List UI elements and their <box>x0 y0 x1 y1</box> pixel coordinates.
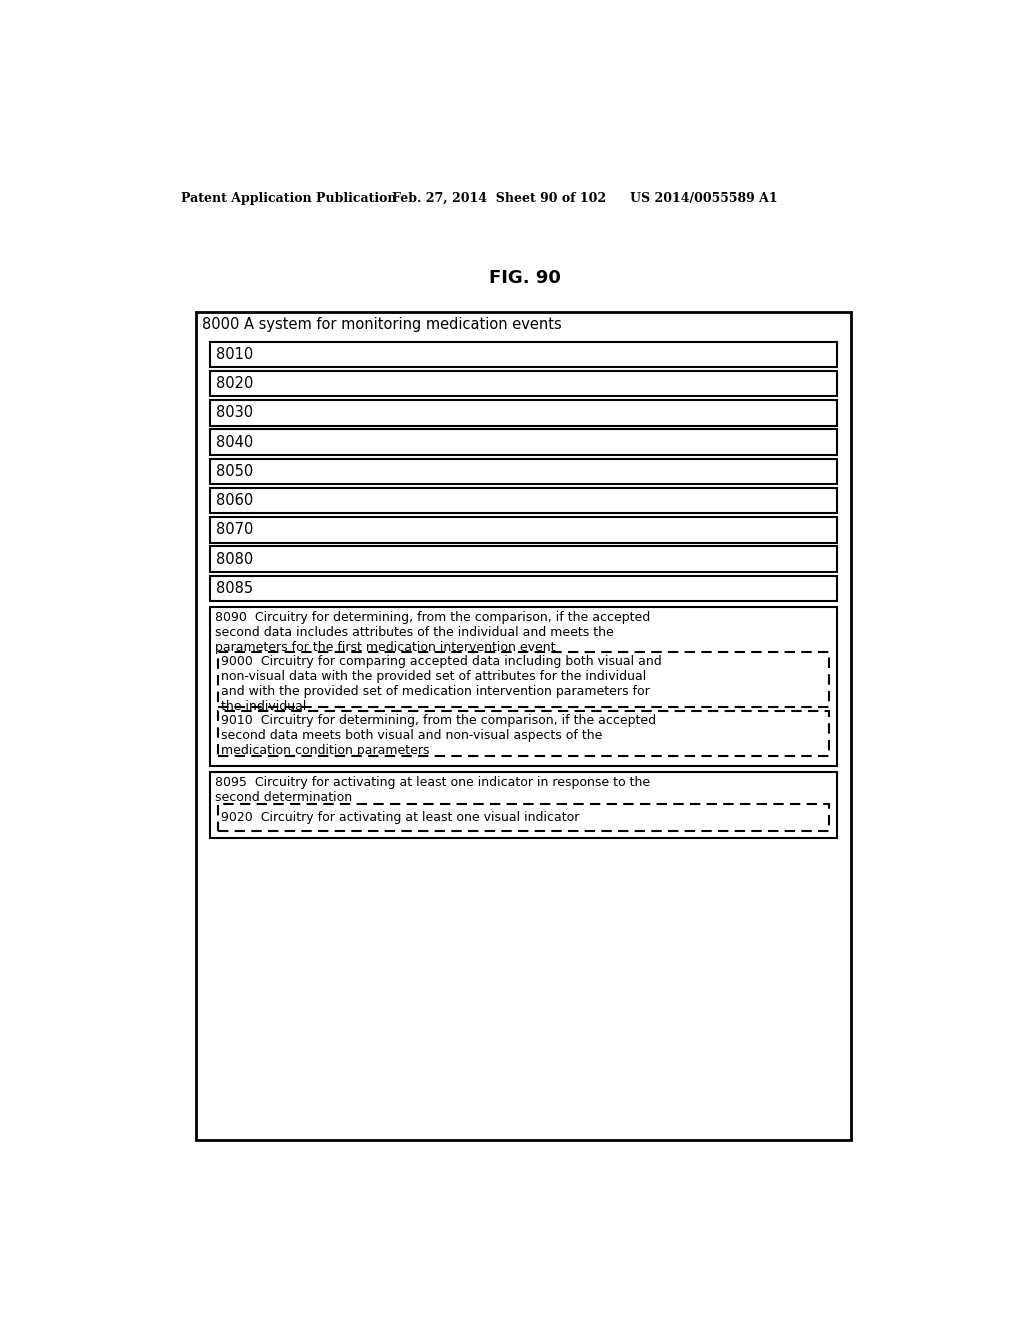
Text: 8050: 8050 <box>216 463 254 479</box>
Text: 8000 A system for monitoring medication events: 8000 A system for monitoring medication … <box>203 317 562 333</box>
Text: 8060: 8060 <box>216 494 254 508</box>
Text: 8085: 8085 <box>216 581 254 595</box>
Text: 8010: 8010 <box>216 347 254 362</box>
Text: 8070: 8070 <box>216 523 254 537</box>
Text: 9020  Circuitry for activating at least one visual indicator: 9020 Circuitry for activating at least o… <box>221 810 580 824</box>
Bar <box>210 429 838 455</box>
Bar <box>210 607 838 766</box>
Text: 9010  Circuitry for determining, from the comparison, if the accepted
second dat: 9010 Circuitry for determining, from the… <box>221 714 656 758</box>
Text: 8020: 8020 <box>216 376 254 391</box>
Text: FIG. 90: FIG. 90 <box>488 269 561 286</box>
Bar <box>218 711 829 756</box>
Text: US 2014/0055589 A1: US 2014/0055589 A1 <box>630 191 778 205</box>
Bar <box>210 400 838 425</box>
Bar <box>210 488 838 513</box>
Text: Patent Application Publication: Patent Application Publication <box>180 191 396 205</box>
Bar <box>197 313 851 1140</box>
Text: Feb. 27, 2014  Sheet 90 of 102: Feb. 27, 2014 Sheet 90 of 102 <box>391 191 605 205</box>
Bar <box>210 576 838 601</box>
Text: 9000  Circuitry for comparing accepted data including both visual and
non-visual: 9000 Circuitry for comparing accepted da… <box>221 655 662 713</box>
Bar <box>210 517 838 543</box>
Bar <box>218 804 829 830</box>
Bar <box>210 371 838 396</box>
Text: 8095  Circuitry for activating at least one indicator in response to the
second : 8095 Circuitry for activating at least o… <box>215 776 650 804</box>
Text: 8090  Circuitry for determining, from the comparison, if the accepted
second dat: 8090 Circuitry for determining, from the… <box>215 611 650 655</box>
Text: 8040: 8040 <box>216 434 254 450</box>
Text: 8030: 8030 <box>216 405 254 420</box>
Text: 8080: 8080 <box>216 552 254 566</box>
Bar <box>210 772 838 838</box>
Bar <box>210 342 838 367</box>
Bar <box>218 652 829 708</box>
Bar <box>210 459 838 484</box>
Bar <box>210 546 838 572</box>
